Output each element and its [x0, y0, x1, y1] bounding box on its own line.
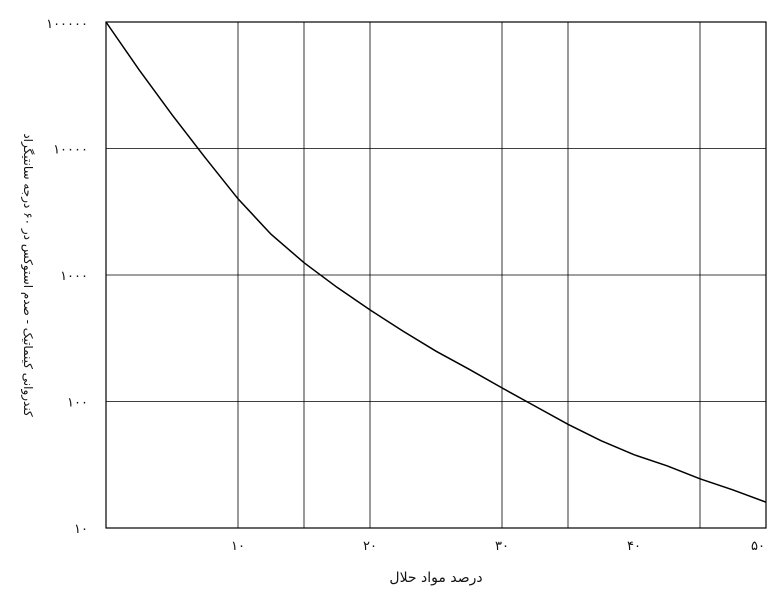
x-axis: ۱۰ ۲۰ ۳۰ ۴۰ ۵۰	[231, 539, 765, 554]
x-tick-label: ۳۰	[495, 539, 509, 554]
grid	[106, 21, 767, 529]
y-axis: ۱۰ ۱۰۰ ۱۰۰۰ ۱۰۰۰۰ ۱۰۰۰۰۰	[46, 17, 88, 537]
series-line	[105, 21, 767, 503]
plot-frame	[105, 21, 767, 529]
y-tick-label: ۱۰۰۰۰۰	[46, 17, 88, 32]
x-axis-label: درصد مواد حلال	[389, 570, 482, 586]
y-tick-label: ۱۰	[74, 522, 88, 537]
x-tick-label: ۵۰	[751, 539, 765, 554]
y-tick-label: ۱۰۰۰	[60, 269, 88, 284]
x-tick-label: ۱۰	[231, 539, 245, 554]
y-axis-label: کندروانی کینماتیک - صدم استوکس در ۶۰ درج…	[20, 133, 35, 417]
y-tick-label: ۱۰۰	[67, 396, 88, 411]
x-tick-label: ۴۰	[627, 539, 641, 554]
y-tick-label: ۱۰۰۰۰	[53, 143, 88, 158]
x-tick-label: ۲۰	[363, 539, 377, 554]
